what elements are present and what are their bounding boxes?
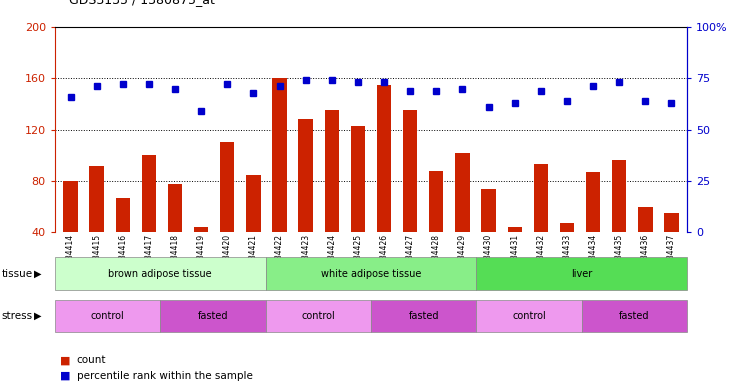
Bar [168, 184, 182, 232]
Text: ▶: ▶ [34, 268, 42, 279]
Bar [429, 170, 444, 232]
Bar [477, 257, 687, 290]
Bar [377, 84, 391, 232]
Text: ■: ■ [60, 355, 70, 365]
Bar [265, 257, 477, 290]
Bar [115, 198, 130, 232]
Bar [534, 164, 548, 232]
Bar [325, 110, 339, 232]
Text: white adipose tissue: white adipose tissue [321, 268, 421, 279]
Text: percentile rank within the sample: percentile rank within the sample [77, 371, 253, 381]
Text: control: control [512, 311, 546, 321]
Bar [273, 78, 287, 232]
Bar [246, 175, 260, 232]
Text: ▶: ▶ [34, 311, 42, 321]
Bar [403, 110, 417, 232]
Bar [55, 257, 265, 290]
Bar [89, 166, 104, 232]
Bar [477, 300, 582, 332]
Text: brown adipose tissue: brown adipose tissue [108, 268, 212, 279]
Text: control: control [301, 311, 336, 321]
Text: fasted: fasted [619, 311, 650, 321]
Bar [664, 213, 678, 232]
Text: control: control [91, 311, 124, 321]
Bar [586, 172, 600, 232]
Text: count: count [77, 355, 106, 365]
Bar [371, 300, 477, 332]
Bar [582, 300, 687, 332]
Text: liver: liver [571, 268, 592, 279]
Bar [64, 181, 77, 232]
Bar [560, 223, 574, 232]
Text: fasted: fasted [197, 311, 228, 321]
Text: GDS3135 / 1380875_at: GDS3135 / 1380875_at [69, 0, 216, 6]
Bar [455, 153, 469, 232]
Bar [638, 207, 653, 232]
Bar [55, 300, 160, 332]
Text: stress: stress [1, 311, 33, 321]
Bar [351, 126, 365, 232]
Bar [160, 300, 265, 332]
Bar [482, 189, 496, 232]
Text: fasted: fasted [409, 311, 439, 321]
Bar [612, 161, 626, 232]
Bar [194, 227, 208, 232]
Text: tissue: tissue [1, 268, 33, 279]
Text: ■: ■ [60, 371, 70, 381]
Bar [142, 155, 156, 232]
Bar [298, 119, 313, 232]
Bar [220, 142, 235, 232]
Bar [265, 300, 371, 332]
Bar [507, 227, 522, 232]
